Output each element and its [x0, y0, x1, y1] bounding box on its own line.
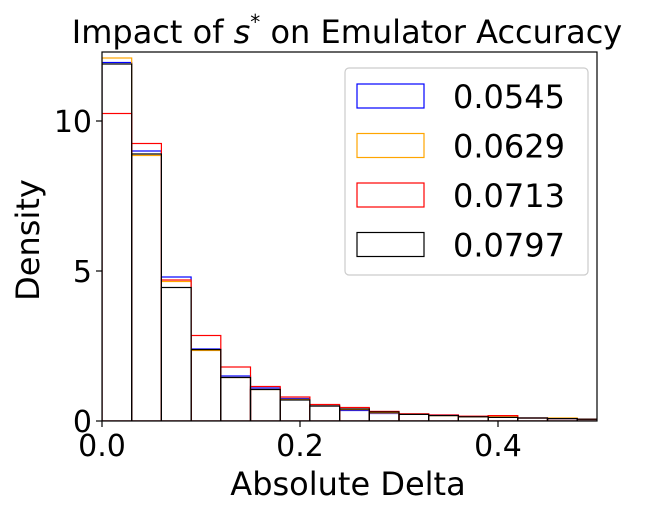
bar-series-2-bin-7: [309, 403, 341, 421]
bar-series-1-bin-5: [249, 388, 281, 421]
legend: 0.0545 0.0629 0.0713 0.0797: [344, 67, 589, 276]
bar-series-0-bin-0: [102, 61, 133, 421]
bar-series-0-bin-1: [131, 150, 162, 421]
bar-series-0-bin-2: [160, 276, 192, 421]
bar-series-3-bin-7: [309, 405, 341, 421]
bar-series-1-bin-0: [102, 57, 133, 421]
legend-items: 0.0545 0.0629 0.0713 0.0797: [356, 78, 565, 265]
legend-swatch-0: [356, 83, 425, 109]
y-tick-label-2: 10: [54, 105, 92, 140]
bar-series-3-bin-11: [428, 415, 460, 421]
bar-series-2-bin-5: [249, 385, 281, 421]
bar-series-3-bin-16: [576, 418, 597, 421]
bar-series-2-bin-2: [160, 279, 192, 421]
bar-series-2-bin-4: [220, 366, 252, 421]
legend-frame: [344, 67, 589, 276]
bar-series-3-bin-3: [190, 349, 222, 421]
bar-series-1-bin-9: [368, 412, 400, 421]
bar-series-2-bin-0: [102, 112, 133, 421]
legend-swatch-2: [356, 182, 425, 208]
bar-series-0-bin-8: [339, 409, 370, 421]
y-tick-label-1: 5: [73, 255, 92, 290]
bar-series-1-bin-2: [160, 280, 192, 421]
bar-series-2-bin-3: [190, 334, 222, 421]
bar-series-1-bin-1: [131, 154, 162, 421]
y-tick-label-0: 0: [73, 405, 92, 440]
bar-series-1-bin-6: [279, 398, 311, 421]
bar-series-3-bin-4: [220, 376, 252, 421]
bar-series-1-bin-3: [190, 349, 222, 421]
bar-series-3-bin-0: [102, 63, 133, 421]
legend-swatch-1: [356, 132, 425, 159]
chart-title: Impact of s* on Emulator Accuracy: [72, 10, 622, 51]
bar-series-2-bin-1: [131, 142, 162, 421]
bar-series-3-bin-12: [457, 416, 489, 421]
bar-series-0-bin-7: [309, 405, 341, 421]
bar-series-0-bin-10: [398, 413, 430, 421]
bar-series-0-bin-9: [368, 412, 400, 421]
bar-series-3-bin-2: [160, 286, 192, 421]
x-tick-label-1: 0.2: [276, 429, 324, 464]
legend-label-2: 0.0713: [453, 177, 565, 215]
legend-swatch-3: [356, 231, 425, 258]
bar-series-3-bin-5: [249, 388, 281, 421]
legend-label-3: 0.0797: [453, 227, 565, 265]
bar-series-1-bin-11: [428, 415, 460, 421]
bar-series-1-bin-8: [339, 409, 370, 421]
y-axis-ticks: 0 5 10: [54, 105, 102, 440]
legend-label-0: 0.0545: [453, 78, 565, 116]
bar-series-0-bin-5: [249, 387, 281, 421]
bar-series-0-bin-4: [220, 375, 252, 421]
x-axis-label: Absolute Delta: [230, 465, 465, 503]
bar-series-1-bin-4: [220, 376, 252, 421]
bar-series-1-bin-12: [457, 416, 489, 421]
bar-series-1-bin-7: [309, 405, 341, 421]
title-superscript: *: [250, 10, 260, 34]
bar-series-3-bin-6: [279, 399, 311, 421]
bar-series-0-bin-3: [190, 348, 222, 421]
bar-series-1-bin-10: [398, 413, 430, 421]
title-symbol: s: [234, 13, 251, 51]
legend-label-1: 0.0629: [453, 128, 565, 166]
bar-series-0-bin-6: [279, 397, 311, 421]
x-axis-ticks: 0.0 0.2 0.4: [78, 421, 522, 464]
bar-series-2-bin-6: [279, 396, 311, 421]
bar-series-3-bin-1: [131, 153, 162, 421]
y-axis-label: Density: [9, 179, 47, 301]
title-prefix: Impact of: [72, 13, 234, 51]
x-tick-label-2: 0.4: [474, 429, 522, 464]
title-suffix: on Emulator Accuracy: [260, 13, 622, 51]
bar-series-3-bin-10: [398, 413, 430, 421]
x-tick-label-0: 0.0: [78, 429, 126, 464]
plot-frame: [101, 51, 598, 422]
histogram-bars: [102, 57, 597, 421]
